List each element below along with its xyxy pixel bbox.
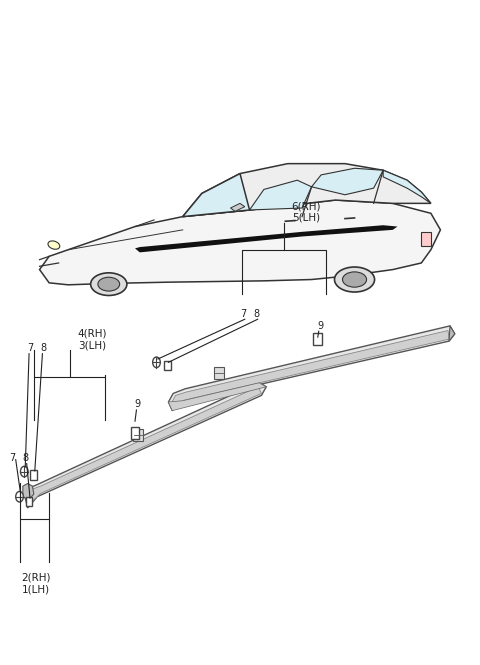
Circle shape — [21, 466, 28, 477]
Text: 5(LH): 5(LH) — [292, 213, 320, 223]
Bar — [132, 429, 143, 441]
Polygon shape — [25, 382, 266, 508]
Polygon shape — [135, 225, 397, 253]
Polygon shape — [39, 200, 441, 285]
Polygon shape — [29, 387, 262, 503]
Text: 6(RH): 6(RH) — [291, 201, 321, 211]
Text: 7: 7 — [27, 343, 33, 353]
Text: 8: 8 — [40, 343, 47, 353]
Text: 7: 7 — [240, 309, 246, 319]
Polygon shape — [183, 164, 431, 217]
Polygon shape — [312, 168, 383, 195]
Polygon shape — [168, 326, 455, 411]
Circle shape — [16, 491, 24, 502]
Bar — [31, 470, 37, 479]
Bar — [164, 361, 171, 370]
Polygon shape — [383, 170, 431, 203]
Polygon shape — [168, 383, 266, 411]
Polygon shape — [250, 180, 312, 210]
Polygon shape — [230, 203, 245, 211]
Bar — [26, 497, 33, 506]
Text: 1(LH): 1(LH) — [22, 585, 50, 595]
Text: 3(LH): 3(LH) — [78, 340, 106, 350]
Text: 9: 9 — [134, 399, 141, 409]
Text: 8: 8 — [253, 309, 259, 319]
Ellipse shape — [98, 277, 120, 291]
Polygon shape — [449, 326, 455, 341]
Text: 9: 9 — [317, 321, 323, 331]
Polygon shape — [172, 331, 449, 407]
Text: 7: 7 — [9, 454, 15, 464]
Bar — [421, 232, 431, 247]
Text: 2(RH): 2(RH) — [21, 573, 50, 583]
Ellipse shape — [335, 267, 374, 292]
Text: 4(RH): 4(RH) — [77, 329, 107, 339]
Polygon shape — [183, 174, 250, 217]
Bar — [313, 333, 322, 345]
Ellipse shape — [91, 273, 127, 295]
Ellipse shape — [343, 272, 367, 287]
Circle shape — [153, 357, 160, 368]
Ellipse shape — [48, 241, 60, 249]
Text: 8: 8 — [22, 454, 28, 464]
Bar — [131, 427, 139, 439]
Polygon shape — [23, 483, 34, 499]
Bar — [214, 367, 224, 379]
